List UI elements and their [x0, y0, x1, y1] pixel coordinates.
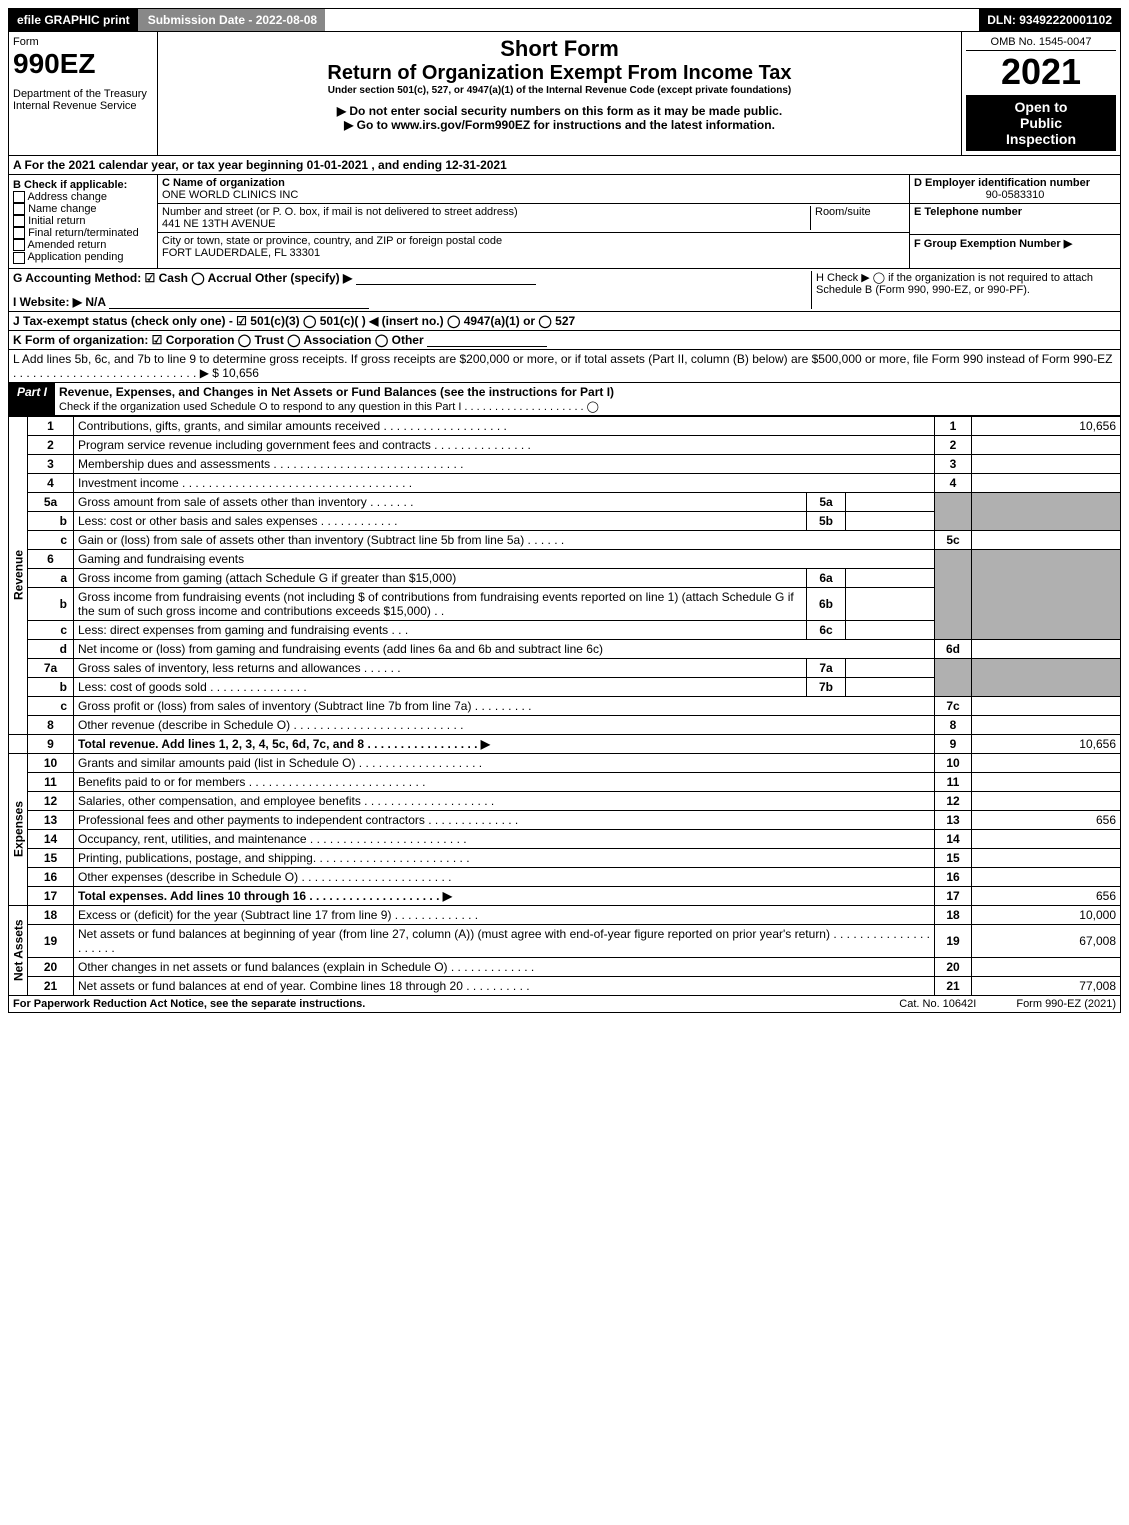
- table-row: 5aGross amount from sale of assets other…: [9, 492, 1121, 511]
- table-row: 14Occupancy, rent, utilities, and mainte…: [9, 829, 1121, 848]
- table-row: 19Net assets or fund balances at beginni…: [9, 924, 1121, 957]
- section-a-period: A For the 2021 calendar year, or tax yea…: [8, 156, 1121, 175]
- table-row: 15Printing, publications, postage, and s…: [9, 848, 1121, 867]
- k-form-of-org: K Form of organization: ☑ Corporation ◯ …: [8, 331, 1121, 350]
- form-id-footer: Form 990-EZ (2021): [1016, 998, 1116, 1010]
- info-block: B Check if applicable: Address change Na…: [8, 175, 1121, 269]
- table-row: Expenses 10Grants and similar amounts pa…: [9, 753, 1121, 772]
- form-identity: Form 990EZ Department of the Treasury In…: [9, 32, 158, 155]
- f-group-label: F Group Exemption Number ▶: [914, 238, 1072, 250]
- g-accounting: G Accounting Method: ☑ Cash ◯ Accrual Ot…: [13, 271, 352, 285]
- table-row: 17Total expenses. Add lines 10 through 1…: [9, 886, 1121, 905]
- under-section: Under section 501(c), 527, or 4947(a)(1)…: [162, 85, 957, 96]
- room-suite-label: Room/suite: [810, 206, 905, 230]
- i-website: I Website: ▶ N/A: [13, 295, 106, 309]
- c-addr-label: Number and street (or P. O. box, if mail…: [162, 206, 518, 218]
- netassets-side-label: Net Assets: [9, 905, 28, 995]
- goto-link[interactable]: ▶ Go to www.irs.gov/Form990EZ for instru…: [162, 118, 957, 132]
- table-row: 2Program service revenue including gover…: [9, 435, 1121, 454]
- part-1-title: Revenue, Expenses, and Changes in Net As…: [55, 383, 1120, 415]
- return-title: Return of Organization Exempt From Incom…: [162, 62, 957, 85]
- table-row: cGain or (loss) from sale of assets othe…: [9, 530, 1121, 549]
- table-row: 3Membership dues and assessments . . . .…: [9, 454, 1121, 473]
- part-1-table: Revenue 1 Contributions, gifts, grants, …: [8, 416, 1121, 996]
- org-address: 441 NE 13TH AVENUE: [162, 218, 276, 230]
- cat-number: Cat. No. 10642I: [859, 998, 1016, 1010]
- paperwork-notice: For Paperwork Reduction Act Notice, see …: [13, 998, 859, 1010]
- submission-date: Submission Date - 2022-08-08: [140, 9, 325, 31]
- revenue-side-label: Revenue: [9, 416, 28, 734]
- tax-year: 2021: [966, 51, 1116, 93]
- org-city: FORT LAUDERDALE, FL 33301: [162, 247, 320, 259]
- table-row: Net Assets 18Excess or (deficit) for the…: [9, 905, 1121, 924]
- section-c-org: C Name of organization ONE WORLD CLINICS…: [158, 175, 909, 268]
- table-row: 13Professional fees and other payments t…: [9, 810, 1121, 829]
- part-1-label: Part I: [9, 383, 55, 415]
- table-row: 12Salaries, other compensation, and empl…: [9, 791, 1121, 810]
- top-bar: efile GRAPHIC print Submission Date - 20…: [8, 8, 1121, 32]
- part-1-header: Part I Revenue, Expenses, and Changes in…: [8, 383, 1121, 416]
- part-1-sub: Check if the organization used Schedule …: [59, 401, 599, 413]
- ein-value: 90-0583310: [914, 189, 1116, 201]
- efile-print-button[interactable]: efile GRAPHIC print: [9, 9, 140, 31]
- check-address-change[interactable]: Address change: [13, 191, 153, 203]
- table-row: 20Other changes in net assets or fund ba…: [9, 957, 1121, 976]
- table-row: 21Net assets or fund balances at end of …: [9, 976, 1121, 995]
- form-number: 990EZ: [13, 48, 153, 80]
- dln-label: DLN: 93492220001102: [979, 9, 1120, 31]
- e-phone-label: E Telephone number: [914, 206, 1022, 218]
- l-gross-receipts: L Add lines 5b, 6c, and 7b to line 9 to …: [8, 350, 1121, 383]
- table-row: 16Other expenses (describe in Schedule O…: [9, 867, 1121, 886]
- page-footer: For Paperwork Reduction Act Notice, see …: [8, 996, 1121, 1013]
- b-title: B Check if applicable:: [13, 179, 153, 191]
- c-name-label: C Name of organization: [162, 177, 285, 189]
- section-b-checkboxes: B Check if applicable: Address change Na…: [9, 175, 158, 268]
- check-final-return[interactable]: Final return/terminated: [13, 227, 153, 239]
- omb-number: OMB No. 1545-0047: [966, 36, 1116, 51]
- org-name: ONE WORLD CLINICS INC: [162, 189, 298, 201]
- table-row: cGross profit or (loss) from sales of in…: [9, 696, 1121, 715]
- table-row: 6Gaming and fundraising events: [9, 549, 1121, 568]
- table-row: 4Investment income . . . . . . . . . . .…: [9, 473, 1121, 492]
- open-to-public: Open to Public Inspection: [966, 95, 1116, 151]
- form-word: Form: [13, 36, 153, 48]
- table-row: 9Total revenue. Add lines 1, 2, 3, 4, 5c…: [9, 734, 1121, 753]
- check-name-change[interactable]: Name change: [13, 203, 153, 215]
- c-city-label: City or town, state or province, country…: [162, 235, 502, 247]
- no-ssn-warning: ▶ Do not enter social security numbers o…: [162, 104, 957, 118]
- expenses-side-label: Expenses: [9, 753, 28, 905]
- check-initial-return[interactable]: Initial return: [13, 215, 153, 227]
- g-h-line: G Accounting Method: ☑ Cash ◯ Accrual Ot…: [8, 269, 1121, 312]
- table-row: 11Benefits paid to or for members . . . …: [9, 772, 1121, 791]
- treasury-dept: Department of the Treasury Internal Reve…: [13, 88, 153, 112]
- check-amended[interactable]: Amended return: [13, 239, 153, 251]
- d-ein-label: D Employer identification number: [914, 177, 1090, 189]
- short-form-title: Short Form: [162, 36, 957, 62]
- h-schedule-b: H Check ▶ ◯ if the organization is not r…: [811, 271, 1116, 309]
- check-pending[interactable]: Application pending: [13, 251, 153, 263]
- table-row: Revenue 1 Contributions, gifts, grants, …: [9, 416, 1121, 435]
- table-row: 8Other revenue (describe in Schedule O) …: [9, 715, 1121, 734]
- section-d-e-f: D Employer identification number 90-0583…: [909, 175, 1120, 268]
- table-row: 7aGross sales of inventory, less returns…: [9, 658, 1121, 677]
- table-row: dNet income or (loss) from gaming and fu…: [9, 639, 1121, 658]
- form-header: Form 990EZ Department of the Treasury In…: [8, 32, 1121, 156]
- j-tax-exempt: J Tax-exempt status (check only one) - ☑…: [8, 312, 1121, 331]
